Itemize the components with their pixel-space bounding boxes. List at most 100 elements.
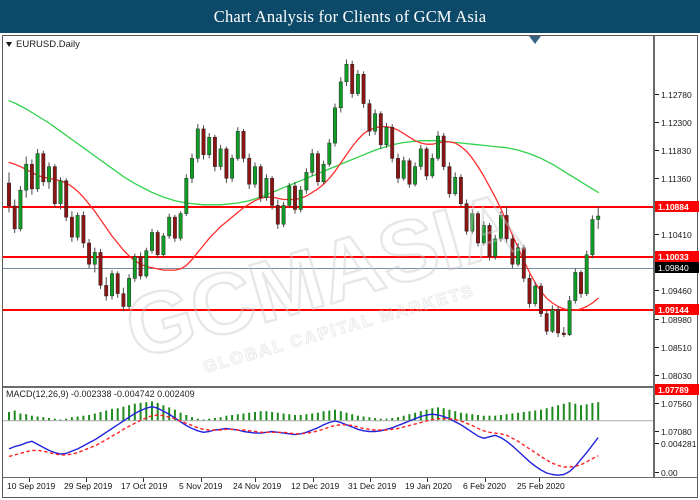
support-resistance-line: [3, 256, 653, 258]
macd-histogram-bar: [597, 402, 600, 421]
candle-body: [333, 107, 337, 144]
price-tick: 1.11360: [655, 173, 699, 184]
candle-body: [24, 163, 29, 191]
candle-body: [476, 213, 480, 244]
macd-histogram-bar: [488, 415, 491, 421]
time-tick: [427, 478, 428, 482]
price-tick-label: 1.12300: [661, 117, 692, 128]
header-banner: Chart Analysis for Clients of GCM Asia: [0, 0, 700, 33]
price-tick-level: 1.10033: [655, 251, 699, 262]
chart-window[interactable]: EURUSD.Daily GCMASIA GLOBAL CAPITAL MARK…: [2, 35, 699, 498]
time-scale[interactable]: 10 Sep 2019 29 Sep 2019 17 Oct 2019 5 Nov 2…: [3, 477, 697, 497]
macd-histogram-bar: [173, 409, 176, 421]
macd-histogram-bar: [254, 412, 256, 421]
candle-body: [504, 215, 509, 240]
ma-slow-green-line: [8, 100, 599, 206]
macd-histogram-bar: [391, 418, 394, 421]
macd-histogram-bar: [276, 412, 279, 421]
candle-body: [338, 81, 343, 109]
candle-body: [224, 148, 229, 179]
price-tick-label: 1.07080: [661, 426, 692, 437]
price-tick: 1.12780: [655, 89, 699, 100]
macd-histogram-bar: [419, 411, 422, 421]
macd-histogram-bar: [511, 413, 514, 421]
candle-body: [407, 160, 412, 185]
candle-body: [401, 160, 406, 179]
current-price-line: [3, 268, 653, 269]
candle-body: [270, 178, 275, 206]
macd-histogram-bar: [70, 417, 73, 421]
chevron-down-icon[interactable]: [6, 42, 12, 47]
macd-series-svg: [3, 401, 653, 476]
support-resistance-line: [3, 309, 653, 311]
candle-body: [247, 158, 252, 185]
candle-body: [470, 213, 475, 232]
macd-histogram-bar: [311, 413, 314, 421]
candle-body: [556, 309, 561, 334]
macd-histogram-bar: [231, 415, 234, 421]
candle-body: [212, 136, 217, 167]
time-axis-label: 31 Dec 2019: [348, 481, 397, 491]
price-tick-label: 1.11830: [661, 145, 692, 156]
symbol-label[interactable]: EURUSD.Daily: [6, 38, 80, 51]
macd-histogram-bar: [305, 414, 308, 421]
candle-body: [92, 252, 97, 265]
macd-histogram-bar: [328, 410, 331, 421]
candle-body: [539, 285, 543, 314]
price-tick-label: 1.08510: [661, 342, 692, 353]
candle-body: [64, 180, 69, 218]
candle-body: [413, 166, 418, 185]
candle-body: [110, 273, 114, 297]
macd-histogram-bar: [294, 415, 296, 421]
candle-body: [253, 166, 257, 185]
candle-body: [218, 148, 223, 167]
macd-histogram-bar: [219, 417, 222, 421]
macd-histogram-bar: [248, 412, 251, 421]
macd-histogram-bar: [448, 409, 451, 421]
page-title: Chart Analysis for Clients of GCM Asia: [213, 6, 487, 26]
candle-body: [241, 131, 246, 159]
candle-body: [235, 131, 240, 159]
macd-histogram-bar: [585, 404, 588, 421]
macd-histogram-bar: [236, 414, 239, 421]
macd-histogram-bar: [162, 405, 165, 421]
candle-body: [498, 215, 503, 240]
macd-histogram-bar: [48, 418, 50, 421]
tick-dash: [655, 403, 659, 404]
candle-body: [487, 225, 492, 257]
macd-histogram-bar: [242, 413, 245, 421]
price-tick: 1.08030: [655, 370, 699, 381]
candle-body: [207, 136, 212, 156]
candle-body: [144, 250, 149, 277]
macd-pane[interactable]: MACD(12,26,9) -0.002338 -0.004742 0.0024…: [3, 386, 653, 477]
candle-body: [447, 166, 452, 194]
macd-histogram-bar: [93, 413, 96, 421]
macd-histogram-bar: [99, 412, 102, 421]
candle-body: [287, 185, 292, 206]
time-axis-label: 5 Nov 2019: [179, 481, 223, 491]
macd-histogram-bar: [156, 402, 159, 421]
price-tick-label: 1.09840: [658, 262, 689, 273]
tick-dash: [655, 290, 659, 291]
price-chart-pane[interactable]: GCMASIA GLOBAL CAPITAL MARKETS: [3, 36, 653, 383]
tick-dash: [655, 347, 659, 348]
macd-histogram-bar: [379, 418, 382, 421]
macd-histogram-bar: [465, 413, 468, 421]
price-tick: 0.004281: [655, 438, 699, 449]
candle-body: [304, 172, 309, 191]
price-scale[interactable]: 1.12780 1.12300 1.11830 1.11360 1.10884 1.104…: [653, 36, 699, 478]
candle-body: [453, 176, 458, 194]
candle-body: [355, 73, 360, 94]
candle-body: [527, 278, 532, 304]
macd-histogram-bar: [522, 412, 525, 421]
macd-histogram-bar: [316, 412, 319, 421]
price-tick-label: 0.00: [661, 467, 678, 478]
candle-body: [104, 285, 109, 297]
macd-histogram-bar: [59, 419, 62, 421]
macd-histogram-bar: [19, 413, 22, 421]
time-tick: [143, 478, 144, 482]
time-axis-label: 17 Oct 2019: [121, 481, 168, 491]
candle-body: [396, 158, 400, 179]
tick-dash: [655, 431, 659, 432]
candle-body: [281, 205, 286, 225]
